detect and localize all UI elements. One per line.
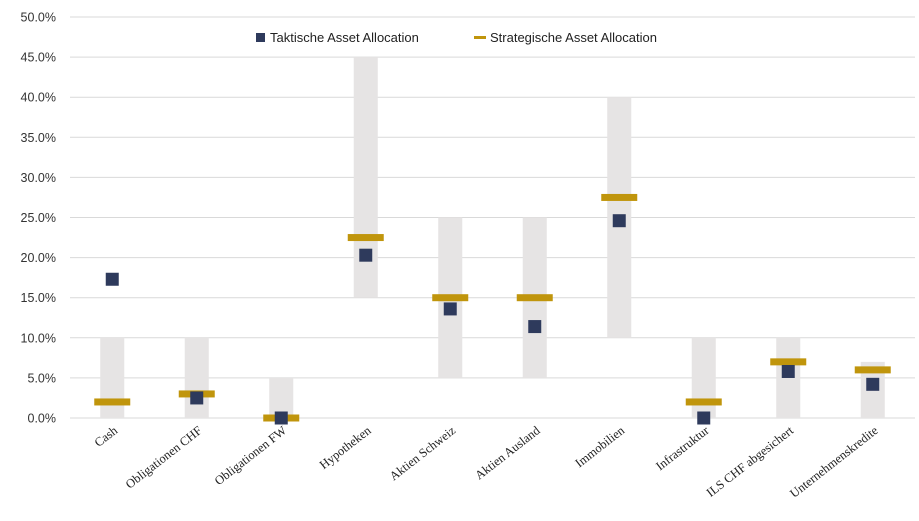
x-tick-label: Unternehmenskredite bbox=[787, 423, 881, 501]
strategic-series bbox=[94, 193, 891, 422]
y-tick-label: 50.0% bbox=[21, 11, 56, 25]
y-tick-label: 15.0% bbox=[21, 291, 56, 305]
y-tick-label: 20.0% bbox=[21, 251, 56, 265]
y-tick-label: 10.0% bbox=[21, 331, 56, 345]
range-bar bbox=[184, 337, 209, 418]
strategic-marker bbox=[94, 398, 131, 406]
x-tick-label: Cash bbox=[92, 423, 121, 450]
y-axis: 0.0% 5.0% 10.0% 15.0% 20.0% 25.0% 30.0% 35.0% 40… bbox=[21, 11, 56, 426]
range-bar bbox=[691, 337, 716, 418]
tactical-marker bbox=[528, 320, 542, 334]
tactical-marker bbox=[612, 214, 626, 228]
legend-label-tactical: Taktische Asset Allocation bbox=[270, 30, 419, 45]
tactical-marker bbox=[443, 302, 457, 316]
range-bars bbox=[100, 57, 885, 418]
legend-label-strategic: Strategische Asset Allocation bbox=[490, 30, 657, 45]
gridlines bbox=[70, 16, 915, 419]
x-tick-label: Obligationen CHF bbox=[123, 423, 205, 491]
tactical-marker bbox=[190, 391, 204, 405]
tactical-marker bbox=[781, 364, 795, 378]
y-tick-label: 35.0% bbox=[21, 131, 56, 145]
x-tick-label: ILS CHF abgesichert bbox=[704, 423, 797, 500]
legend-marker-tactical bbox=[256, 33, 265, 42]
x-tick-label: Hypotheken bbox=[317, 423, 374, 472]
range-bar bbox=[100, 337, 125, 418]
x-tick-label: Immobilien bbox=[573, 423, 628, 470]
x-tick-label: Obligationen FW bbox=[212, 423, 289, 488]
tactical-marker bbox=[105, 272, 119, 286]
legend-marker-strategic bbox=[474, 36, 486, 39]
strategic-marker bbox=[347, 234, 384, 242]
y-tick-label: 0.0% bbox=[28, 412, 57, 426]
tactical-marker bbox=[274, 411, 288, 425]
strategic-marker bbox=[685, 398, 722, 406]
x-tick-label: Aktien Schweiz bbox=[387, 423, 459, 483]
tactical-series bbox=[105, 214, 880, 425]
legend: Taktische Asset Allocation Strategische … bbox=[256, 30, 657, 45]
tactical-marker bbox=[866, 377, 880, 391]
tactical-marker bbox=[697, 411, 711, 425]
y-tick-label: 25.0% bbox=[21, 211, 56, 225]
x-axis: Cash Obligationen CHF Obligationen FW Hypot… bbox=[92, 423, 881, 501]
strategic-marker bbox=[770, 358, 807, 366]
y-tick-label: 45.0% bbox=[21, 51, 56, 65]
x-tick-label: Infrastruktur bbox=[653, 423, 712, 473]
y-tick-label: 40.0% bbox=[21, 91, 56, 105]
y-tick-label: 5.0% bbox=[28, 371, 57, 385]
x-tick-label: Aktien Ausland bbox=[472, 423, 543, 483]
y-tick-label: 30.0% bbox=[21, 171, 56, 185]
strategic-marker bbox=[432, 294, 469, 302]
strategic-marker bbox=[854, 366, 891, 374]
strategic-marker bbox=[601, 193, 638, 201]
range-bar bbox=[269, 377, 294, 418]
strategic-marker bbox=[516, 294, 553, 302]
tactical-marker bbox=[359, 248, 373, 262]
